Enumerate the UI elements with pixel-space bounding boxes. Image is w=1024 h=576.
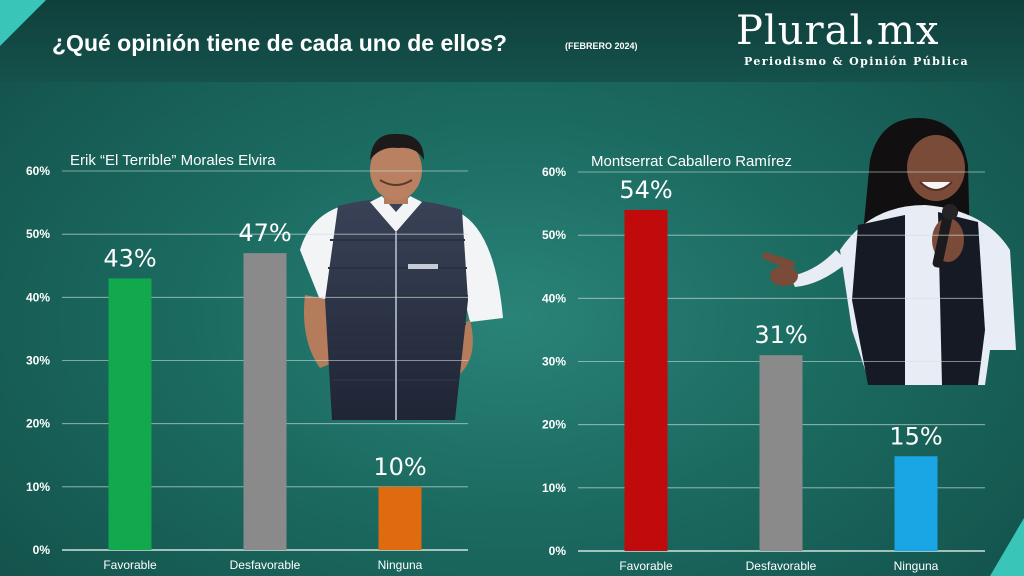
corner-accent-bottom [990,518,1024,576]
left-chart-y-tick-label: 50% [26,227,50,241]
right-chart-bar-favorable [624,209,668,551]
left-chart-y-tick-label: 30% [26,354,50,368]
left-chart-y-tick-label: 0% [33,543,51,557]
right-chart-value-label: 31% [754,321,807,349]
man-in-navy-vest-photo [300,133,503,420]
left-chart-y-tick-label: 20% [26,417,50,431]
left-chart-category-label: Favorable [103,558,157,572]
right-chart-value-label: 15% [889,422,942,450]
brand-tagline: Periodismo & Opinión Pública [744,55,970,68]
right-chart-title: Montserrat Caballero Ramírez [591,153,792,170]
right-chart-category-label: Desfavorable [746,559,817,573]
left-chart-category-label: Ninguna [378,558,423,572]
left-chart-value-label: 47% [238,219,291,247]
left-chart-y-tick-label: 60% [26,164,50,178]
right-chart-y-tick-label: 10% [542,481,566,495]
right-chart-value-label: 54% [619,176,672,204]
header-band [0,0,1024,82]
right-chart-y-tick-label: 60% [542,165,566,179]
page-title: ¿Qué opinión tiene de cada uno de ellos? [52,30,507,56]
right-chart-y-tick-label: 20% [542,418,566,432]
right-chart-bar-ninguna [894,456,938,551]
right-chart-bar-desfavorable [759,355,803,551]
left-chart-value-label: 10% [373,453,426,481]
chart-layer: 0% 10% 20% 30% 40% 50% 60% Erik “El Terrible” M… [26,152,985,573]
right-chart-category-label: Favorable [619,559,673,573]
left-chart-category-label: Desfavorable [230,558,301,572]
left-chart-bar-favorable [108,278,152,550]
right-chart-y-tick-label: 50% [542,228,566,242]
left-chart-title: Erik “El Terrible” Morales Elvira [70,152,276,169]
woman-with-microphone-photo [762,118,1016,385]
right-chart-y-tick-label: 0% [549,544,567,558]
left-chart-value-label: 43% [103,244,156,272]
left-chart-y-tick-label: 40% [26,290,50,304]
left-chart-bar-desfavorable [243,253,287,550]
corner-accent [0,0,46,46]
right-chart-y-tick-label: 30% [542,355,566,369]
left-chart-bar-ninguna [378,486,422,550]
left-chart-y-tick-label: 10% [26,480,50,494]
right-chart-y-tick-label: 40% [542,291,566,305]
brand-logo: Plural.mx [736,8,940,54]
page-subtitle: (FEBRERO 2024) [565,41,638,51]
right-chart-category-label: Ninguna [894,559,939,573]
